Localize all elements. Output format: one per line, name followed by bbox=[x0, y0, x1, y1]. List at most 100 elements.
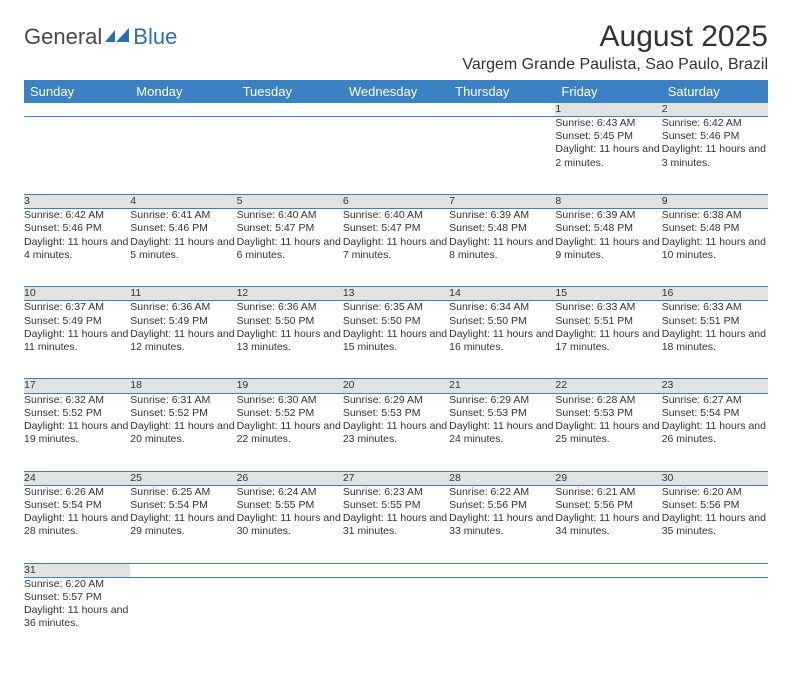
day-detail-cell: Sunrise: 6:23 AMSunset: 5:55 PMDaylight:… bbox=[343, 485, 449, 563]
sunset-text: Sunset: 5:52 PM bbox=[24, 407, 130, 420]
daynum-row: 12 bbox=[24, 103, 768, 117]
sunset-text: Sunset: 5:52 PM bbox=[237, 407, 343, 420]
sunset-text: Sunset: 5:56 PM bbox=[662, 499, 768, 512]
sunrise-text: Sunrise: 6:38 AM bbox=[662, 209, 768, 222]
day-detail-cell bbox=[237, 577, 343, 655]
daylight-text: Daylight: 11 hours and 29 minutes. bbox=[130, 512, 236, 538]
day-number-cell: 5 bbox=[237, 195, 343, 209]
day-number-cell bbox=[343, 103, 449, 117]
sunset-text: Sunset: 5:53 PM bbox=[555, 407, 661, 420]
sunset-text: Sunset: 5:56 PM bbox=[449, 499, 555, 512]
daylight-text: Daylight: 11 hours and 36 minutes. bbox=[24, 604, 130, 630]
month-title: August 2025 bbox=[462, 20, 768, 54]
sunrise-text: Sunrise: 6:40 AM bbox=[237, 209, 343, 222]
sunrise-text: Sunrise: 6:32 AM bbox=[24, 394, 130, 407]
sunset-text: Sunset: 5:47 PM bbox=[237, 222, 343, 235]
day-detail-cell: Sunrise: 6:38 AMSunset: 5:48 PMDaylight:… bbox=[662, 209, 768, 287]
sunset-text: Sunset: 5:54 PM bbox=[24, 499, 130, 512]
day-detail-cell bbox=[449, 117, 555, 195]
sunset-text: Sunset: 5:55 PM bbox=[237, 499, 343, 512]
daylight-text: Daylight: 11 hours and 24 minutes. bbox=[449, 420, 555, 446]
sunrise-text: Sunrise: 6:41 AM bbox=[130, 209, 236, 222]
sunrise-text: Sunrise: 6:40 AM bbox=[343, 209, 449, 222]
sunset-text: Sunset: 5:54 PM bbox=[130, 499, 236, 512]
daylight-text: Daylight: 11 hours and 6 minutes. bbox=[237, 236, 343, 262]
day-header: Monday bbox=[130, 80, 236, 103]
day-detail-cell bbox=[449, 577, 555, 655]
day-number-cell: 31 bbox=[24, 563, 130, 577]
day-detail-cell: Sunrise: 6:36 AMSunset: 5:49 PMDaylight:… bbox=[130, 301, 236, 379]
sunrise-text: Sunrise: 6:42 AM bbox=[662, 117, 768, 130]
sunrise-text: Sunrise: 6:39 AM bbox=[555, 209, 661, 222]
daylight-text: Daylight: 11 hours and 30 minutes. bbox=[237, 512, 343, 538]
day-number-cell: 30 bbox=[662, 471, 768, 485]
sunset-text: Sunset: 5:56 PM bbox=[555, 499, 661, 512]
daylight-text: Daylight: 11 hours and 26 minutes. bbox=[662, 420, 768, 446]
day-detail-cell: Sunrise: 6:40 AMSunset: 5:47 PMDaylight:… bbox=[237, 209, 343, 287]
day-number-cell bbox=[237, 563, 343, 577]
daylight-text: Daylight: 11 hours and 10 minutes. bbox=[662, 236, 768, 262]
logo-flag-icon bbox=[105, 28, 131, 44]
daylight-text: Daylight: 11 hours and 5 minutes. bbox=[130, 236, 236, 262]
day-detail-cell: Sunrise: 6:25 AMSunset: 5:54 PMDaylight:… bbox=[130, 485, 236, 563]
sunrise-text: Sunrise: 6:23 AM bbox=[343, 486, 449, 499]
day-number-cell bbox=[449, 563, 555, 577]
day-detail-cell: Sunrise: 6:22 AMSunset: 5:56 PMDaylight:… bbox=[449, 485, 555, 563]
sunset-text: Sunset: 5:53 PM bbox=[343, 407, 449, 420]
logo-text-general: General bbox=[24, 24, 102, 50]
daylight-text: Daylight: 11 hours and 3 minutes. bbox=[662, 143, 768, 169]
sunset-text: Sunset: 5:51 PM bbox=[662, 315, 768, 328]
daylight-text: Daylight: 11 hours and 8 minutes. bbox=[449, 236, 555, 262]
day-number-cell: 28 bbox=[449, 471, 555, 485]
day-number-cell: 25 bbox=[130, 471, 236, 485]
daynum-row: 31 bbox=[24, 563, 768, 577]
day-number-cell: 21 bbox=[449, 379, 555, 393]
day-detail-cell bbox=[343, 117, 449, 195]
detail-row: Sunrise: 6:20 AMSunset: 5:57 PMDaylight:… bbox=[24, 577, 768, 655]
day-number-cell bbox=[662, 563, 768, 577]
detail-row: Sunrise: 6:37 AMSunset: 5:49 PMDaylight:… bbox=[24, 301, 768, 379]
sunset-text: Sunset: 5:57 PM bbox=[24, 591, 130, 604]
daylight-text: Daylight: 11 hours and 13 minutes. bbox=[237, 328, 343, 354]
sunset-text: Sunset: 5:51 PM bbox=[555, 315, 661, 328]
sunset-text: Sunset: 5:53 PM bbox=[449, 407, 555, 420]
sunrise-text: Sunrise: 6:33 AM bbox=[662, 301, 768, 314]
daynum-row: 3456789 bbox=[24, 195, 768, 209]
day-detail-cell: Sunrise: 6:34 AMSunset: 5:50 PMDaylight:… bbox=[449, 301, 555, 379]
daynum-row: 17181920212223 bbox=[24, 379, 768, 393]
sunset-text: Sunset: 5:54 PM bbox=[662, 407, 768, 420]
day-number-cell bbox=[237, 103, 343, 117]
day-detail-cell: Sunrise: 6:32 AMSunset: 5:52 PMDaylight:… bbox=[24, 393, 130, 471]
daylight-text: Daylight: 11 hours and 15 minutes. bbox=[343, 328, 449, 354]
day-number-cell: 11 bbox=[130, 287, 236, 301]
sunset-text: Sunset: 5:50 PM bbox=[343, 315, 449, 328]
day-detail-cell: Sunrise: 6:42 AMSunset: 5:46 PMDaylight:… bbox=[24, 209, 130, 287]
day-number-cell bbox=[24, 103, 130, 117]
day-number-cell: 3 bbox=[24, 195, 130, 209]
sunrise-text: Sunrise: 6:42 AM bbox=[24, 209, 130, 222]
day-detail-cell bbox=[130, 577, 236, 655]
sunset-text: Sunset: 5:48 PM bbox=[662, 222, 768, 235]
day-detail-cell: Sunrise: 6:30 AMSunset: 5:52 PMDaylight:… bbox=[237, 393, 343, 471]
day-detail-cell bbox=[555, 577, 661, 655]
sunset-text: Sunset: 5:46 PM bbox=[130, 222, 236, 235]
day-detail-cell: Sunrise: 6:20 AMSunset: 5:56 PMDaylight:… bbox=[662, 485, 768, 563]
day-header: Saturday bbox=[662, 80, 768, 103]
daylight-text: Daylight: 11 hours and 31 minutes. bbox=[343, 512, 449, 538]
sunset-text: Sunset: 5:48 PM bbox=[449, 222, 555, 235]
detail-row: Sunrise: 6:32 AMSunset: 5:52 PMDaylight:… bbox=[24, 393, 768, 471]
day-detail-cell bbox=[662, 577, 768, 655]
sunset-text: Sunset: 5:50 PM bbox=[237, 315, 343, 328]
sunset-text: Sunset: 5:48 PM bbox=[555, 222, 661, 235]
day-number-cell: 16 bbox=[662, 287, 768, 301]
location-text: Vargem Grande Paulista, Sao Paulo, Brazi… bbox=[462, 56, 768, 74]
sunrise-text: Sunrise: 6:24 AM bbox=[237, 486, 343, 499]
sunset-text: Sunset: 5:49 PM bbox=[24, 315, 130, 328]
daylight-text: Daylight: 11 hours and 4 minutes. bbox=[24, 236, 130, 262]
daylight-text: Daylight: 11 hours and 16 minutes. bbox=[449, 328, 555, 354]
day-detail-cell bbox=[130, 117, 236, 195]
day-number-cell: 20 bbox=[343, 379, 449, 393]
daylight-text: Daylight: 11 hours and 35 minutes. bbox=[662, 512, 768, 538]
day-number-cell: 13 bbox=[343, 287, 449, 301]
sunrise-text: Sunrise: 6:20 AM bbox=[24, 578, 130, 591]
